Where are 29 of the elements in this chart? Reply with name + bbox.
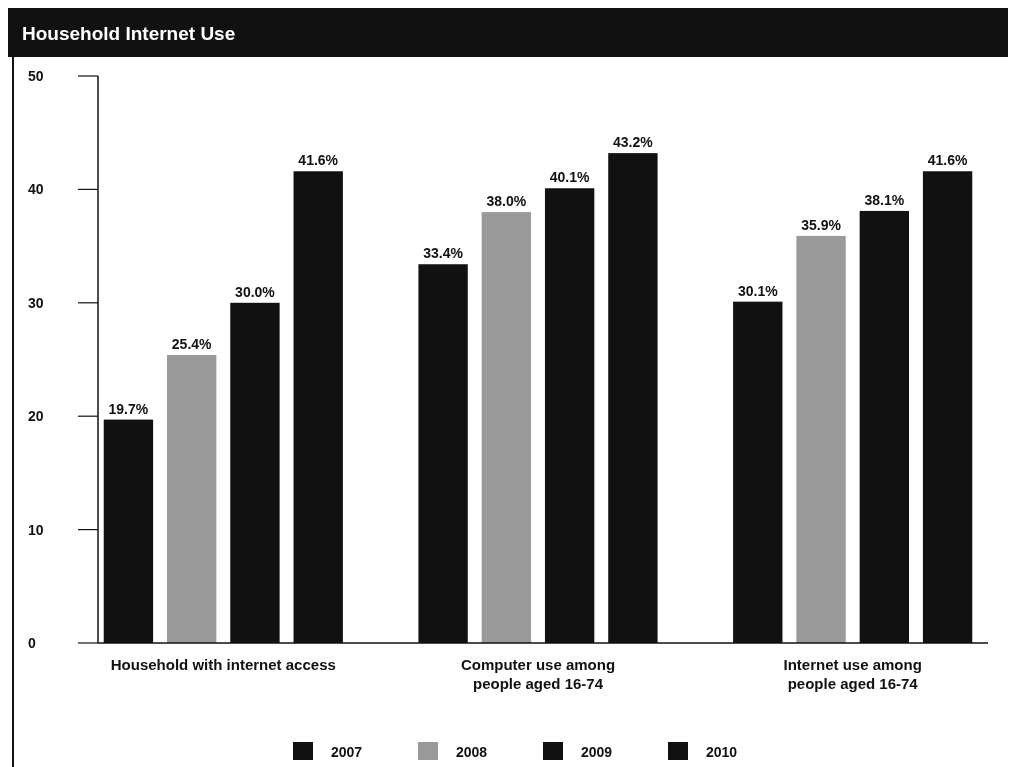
data-label: 30.1% — [737, 282, 779, 299]
data-label: 33.4% — [423, 245, 464, 262]
y-tick-label: 30 — [28, 294, 44, 311]
data-label: 30.0% — [235, 283, 276, 300]
x-tick-label: Computer use among people aged 16-74 — [460, 656, 616, 692]
data-label: 41.6% — [927, 152, 968, 169]
legend-label: 2008 — [456, 744, 488, 760]
data-label: 43.2% — [613, 134, 654, 151]
legend-label: 2009 — [581, 744, 613, 760]
bar — [481, 212, 532, 643]
data-label: 19.7% — [108, 400, 149, 417]
legend-label: 2007 — [331, 744, 363, 760]
data-label: 40.1% — [549, 169, 591, 186]
y-tick-label: 50 — [28, 68, 44, 84]
data-label: 38.1% — [864, 191, 905, 208]
y-tick-label: 10 — [28, 521, 44, 538]
data-label: 38.0% — [486, 193, 527, 210]
data-label: 35.9% — [801, 216, 842, 233]
chart-title: Household Internet Use — [22, 23, 236, 44]
bar — [167, 354, 217, 643]
y-tick-label: 40 — [28, 181, 44, 198]
bar — [796, 235, 846, 643]
y-tick-label: 20 — [28, 408, 44, 425]
data-label: 25.4% — [171, 335, 213, 352]
x-tick-label: Household with internet access — [110, 656, 336, 673]
data-label: 41.6% — [298, 152, 339, 169]
y-tick-label: 0 — [28, 635, 36, 651]
legend-label: 2010 — [706, 744, 738, 760]
x-tick-label: Internet use among people aged 16-74 — [783, 656, 922, 692]
